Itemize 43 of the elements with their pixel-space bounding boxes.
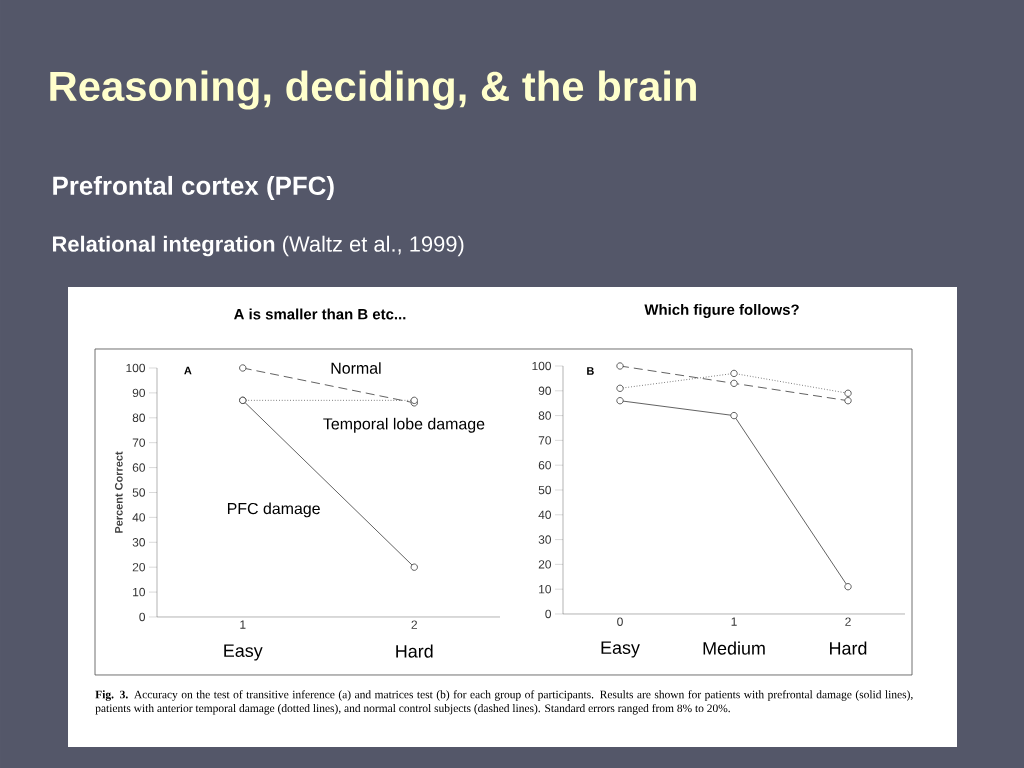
y-tick-label: 10 bbox=[539, 584, 552, 594]
y-tick-label: 70 bbox=[538, 436, 552, 445]
text: Hard bbox=[830, 641, 867, 655]
y-tick-label: 30 bbox=[538, 535, 552, 544]
y-tick-label: 0 bbox=[545, 609, 552, 619]
x-tick-label: 2 bbox=[411, 620, 417, 629]
y-tick-label: 60 bbox=[538, 460, 552, 470]
y-tick-label: 80 bbox=[132, 413, 146, 423]
annotation: A bbox=[184, 366, 192, 375]
y-axis-title: Percent Correct bbox=[114, 451, 123, 533]
text: Medium bbox=[703, 641, 765, 655]
y-tick-label: 40 bbox=[538, 510, 552, 520]
x-tick-label: 1 bbox=[240, 620, 246, 629]
text: Easy bbox=[224, 644, 263, 661]
x-tick-label: 1 bbox=[731, 617, 737, 626]
y-tick-label: 50 bbox=[538, 485, 552, 495]
series-label: PFC damage bbox=[227, 502, 320, 518]
chart-title: Which figure follows? bbox=[644, 303, 799, 318]
y-tick-label: 20 bbox=[538, 560, 552, 569]
annotation: B bbox=[587, 367, 594, 375]
text: Fig. 3. Accuracy on the test of transitive inference (a) and matrices test (b) for each group of participants. Results are shown for patients with prefrontal damage (solid lines), patients with anterior temporal damage (dotted lines), and normal control subjects (dashed lines). Standard errors ranged from 8% to 20%. bbox=[95, 690, 913, 715]
y-tick-label: 100 bbox=[532, 361, 552, 371]
y-tick-label: 40 bbox=[132, 513, 146, 522]
text: Prefrontal cortex (PFC) bbox=[53, 175, 334, 201]
y-tick-label: 10 bbox=[133, 587, 146, 597]
text: Reasoning, deciding, & the brain bbox=[50, 70, 696, 110]
series-label: Normal bbox=[331, 362, 381, 374]
y-tick-label: 60 bbox=[132, 463, 146, 472]
y-tick-label: 90 bbox=[132, 388, 146, 398]
text: Easy bbox=[601, 641, 640, 658]
x-tick-label: 2 bbox=[845, 617, 851, 626]
series-label: Temporal lobe damage bbox=[323, 417, 485, 433]
y-tick-label: 30 bbox=[132, 538, 146, 547]
text: Relational integration (Waltz et al., 1999) bbox=[53, 235, 464, 257]
y-tick-label: 100 bbox=[126, 363, 146, 373]
y-tick-label: 70 bbox=[132, 438, 146, 447]
x-tick-label: 0 bbox=[617, 617, 623, 626]
y-tick-label: 90 bbox=[538, 386, 552, 396]
y-tick-label: 50 bbox=[132, 488, 146, 497]
y-tick-label: 20 bbox=[132, 562, 146, 572]
chart-title: A is smaller than B etc... bbox=[234, 308, 406, 320]
text: Hard bbox=[396, 644, 433, 658]
y-tick-label: 80 bbox=[538, 411, 552, 420]
